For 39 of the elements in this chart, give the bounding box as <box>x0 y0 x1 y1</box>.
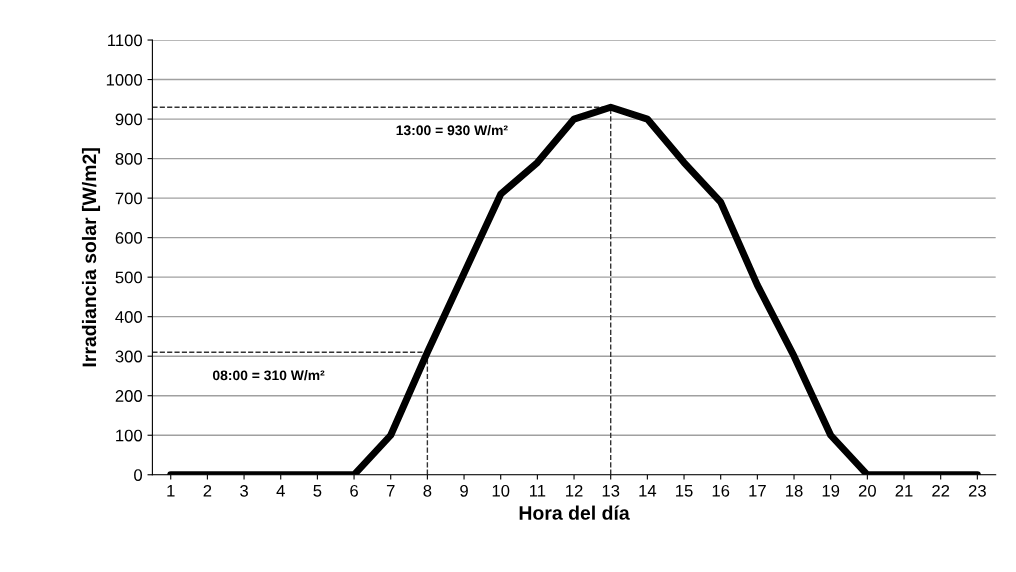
x-tick-label: 10 <box>492 484 510 497</box>
x-tick-label: 18 <box>786 484 803 497</box>
x-tick-label: 19 <box>822 484 840 497</box>
x-tick-label: 12 <box>566 484 583 497</box>
y-tick-label: 0 <box>134 469 143 481</box>
y-tick-label: 400 <box>115 311 143 323</box>
x-tick-label: 13 <box>602 484 620 497</box>
y-tick-label: 100 <box>116 429 143 442</box>
x-tick-label: 7 <box>386 485 395 497</box>
x-tick-label: 20 <box>858 484 876 497</box>
x-tick-label: 2 <box>203 484 212 497</box>
x-axis-title: Hora del día <box>519 505 630 520</box>
x-tick-label: 11 <box>529 485 546 497</box>
x-tick-label: 21 <box>895 484 913 497</box>
x-tick-label: 6 <box>350 484 358 497</box>
ref-line-label: 08:00 = 310 W/m² <box>212 370 325 381</box>
x-tick-label: 22 <box>932 484 950 497</box>
y-tick-label: 300 <box>115 350 143 363</box>
x-tick-label: 15 <box>676 485 693 497</box>
ref-line-label: 13:00 = 930 W/m² <box>396 125 508 136</box>
x-tick-label: 23 <box>968 484 986 497</box>
x-tick-label: 9 <box>460 484 468 497</box>
y-tick-label: 500 <box>115 271 143 284</box>
y-axis-title: Irradiancia solar [W/m2] <box>81 148 101 367</box>
y-tick-label: 1000 <box>106 73 143 86</box>
y-tick-label: 200 <box>115 390 143 402</box>
y-tick-label: 700 <box>115 192 143 205</box>
x-tick-label: 16 <box>712 484 730 497</box>
y-tick-label: 1100 <box>108 34 143 47</box>
y-tick-label: 800 <box>115 153 143 165</box>
x-tick-label: 17 <box>749 485 766 497</box>
x-tick-label: 3 <box>240 484 248 497</box>
x-tick-label: 5 <box>313 485 322 497</box>
y-tick-label: 900 <box>115 113 143 126</box>
x-tick-label: 4 <box>276 485 285 497</box>
x-tick-label: 1 <box>167 485 175 497</box>
x-tick-label: 8 <box>423 484 432 497</box>
y-tick-label: 600 <box>115 232 143 244</box>
x-tick-label: 14 <box>639 485 657 497</box>
